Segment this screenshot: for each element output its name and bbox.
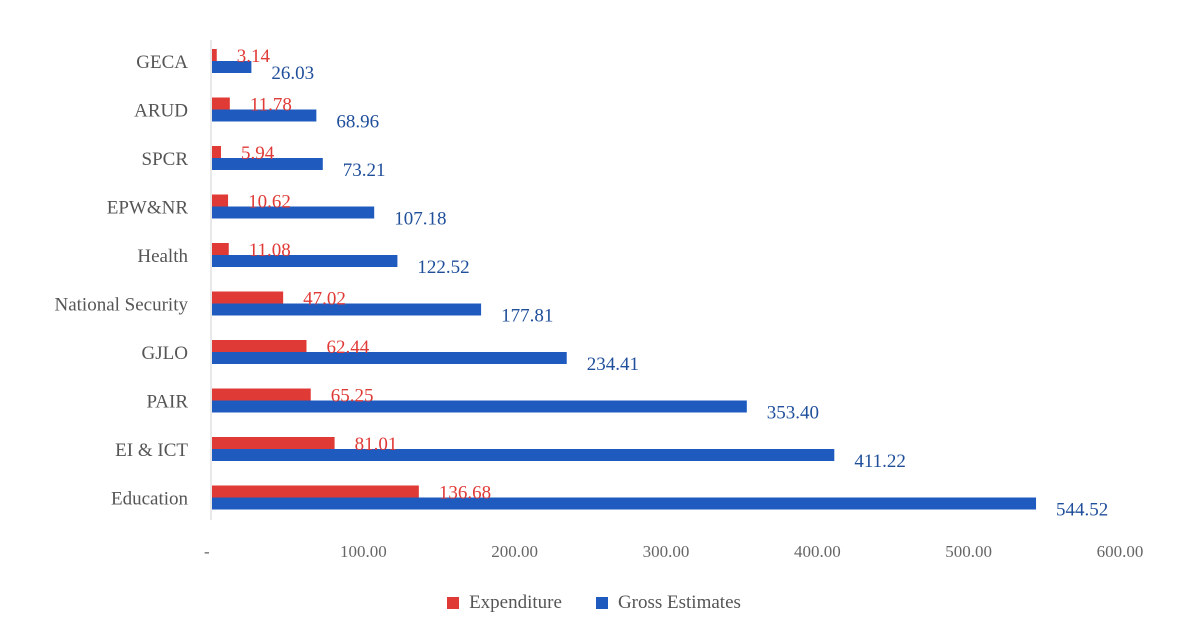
bars-layer <box>212 49 1037 510</box>
bar-gross-estimates-epwandnr <box>212 206 375 219</box>
x-tick-label-0: - <box>204 542 210 561</box>
bar-gross-estimates-pair <box>212 400 747 413</box>
bar-expenditure-health <box>212 243 229 255</box>
value-label-gross-estimates-geca: 26.03 <box>271 63 314 84</box>
bar-expenditure-national-security <box>212 291 284 304</box>
bar-expenditure-geca <box>212 49 217 61</box>
bar-gross-estimates-arud <box>212 109 317 122</box>
bar-expenditure-spcr <box>212 146 221 158</box>
bar-expenditure-arud <box>212 97 230 110</box>
bar-expenditure-ei-and-ict <box>212 437 335 449</box>
value-label-expenditure-arud: 11.78 <box>250 95 292 116</box>
category-label-gjlo: GJLO <box>142 343 188 364</box>
x-tick-label-4: 400.00 <box>794 542 841 561</box>
value-label-gross-estimates-pair: 353.40 <box>767 403 819 424</box>
bar-expenditure-epwandnr <box>212 194 229 207</box>
legend-swatch-gross-estimates <box>595 597 608 609</box>
value-label-expenditure-education: 136.68 <box>439 483 491 504</box>
bar-expenditure-pair <box>212 388 311 401</box>
value-label-gross-estimates-spcr: 73.21 <box>343 160 386 181</box>
category-label-arud: ARUD <box>134 101 188 122</box>
bar-expenditure-education <box>212 485 419 498</box>
legend-swatch-expenditure <box>447 597 460 609</box>
value-label-expenditure-spcr: 5.94 <box>241 143 275 164</box>
legend-label-expenditure: Expenditure <box>469 592 562 613</box>
legend-item-expenditure: Expenditure <box>447 592 562 614</box>
value-label-gross-estimates-health: 122.52 <box>417 257 469 278</box>
x-tick-label-3: 300.00 <box>643 542 690 561</box>
bar-gross-estimates-health <box>212 255 398 267</box>
x-tick-label-1: 100.00 <box>340 542 387 561</box>
category-label-national-security: National Security <box>55 295 189 316</box>
value-label-gross-estimates-arud: 68.96 <box>336 112 379 133</box>
value-label-gross-estimates-epwandnr: 107.18 <box>394 209 446 230</box>
value-label-expenditure-epwandnr: 10.62 <box>248 192 291 213</box>
bar-gross-estimates-education <box>212 497 1037 510</box>
legend-item-gross-estimates: Gross Estimates <box>595 592 741 614</box>
bar-gross-estimates-geca <box>212 61 252 73</box>
category-label-spcr: SPCR <box>142 149 189 170</box>
bar-gross-estimates-spcr <box>212 158 323 170</box>
value-label-expenditure-national-security: 47.02 <box>303 289 346 310</box>
bar-gross-estimates-ei-and-ict <box>212 449 835 461</box>
value-label-expenditure-gjlo: 62.44 <box>326 337 369 358</box>
bar-expenditure-gjlo <box>212 340 307 352</box>
category-label-geca: GECA <box>136 52 188 73</box>
value-label-gross-estimates-ei-and-ict: 411.22 <box>854 451 906 472</box>
legend-label-gross-estimates: Gross Estimates <box>617 592 741 613</box>
bar-gross-estimates-national-security <box>212 303 482 316</box>
category-label-education: Education <box>111 489 189 510</box>
x-axis-ticks: - 100.00 200.00 300.00 400.00 500.00 600.00 <box>204 542 1143 561</box>
value-label-expenditure-health: 11.08 <box>249 240 291 261</box>
category-label-pair: PAIR <box>146 392 188 413</box>
value-label-gross-estimates-national-security: 177.81 <box>501 306 553 327</box>
category-label-epwandnr: EPW&NR <box>107 198 189 219</box>
value-label-expenditure-geca: 3.14 <box>237 46 271 67</box>
x-tick-label-6: 600.00 <box>1097 542 1144 561</box>
x-tick-label-2: 200.00 <box>491 542 538 561</box>
value-label-expenditure-pair: 65.25 <box>331 386 374 407</box>
category-label-health: Health <box>137 246 188 267</box>
legend: Expenditure Gross Estimates <box>0 592 1188 614</box>
category-label-ei-and-ict: EI & ICT <box>115 440 188 461</box>
value-label-expenditure-ei-and-ict: 81.01 <box>355 434 398 455</box>
value-label-gross-estimates-education: 544.52 <box>1056 500 1108 521</box>
value-label-gross-estimates-gjlo: 234.41 <box>587 354 639 375</box>
bar-gross-estimates-gjlo <box>212 352 567 364</box>
x-tick-label-5: 500.00 <box>945 542 992 561</box>
